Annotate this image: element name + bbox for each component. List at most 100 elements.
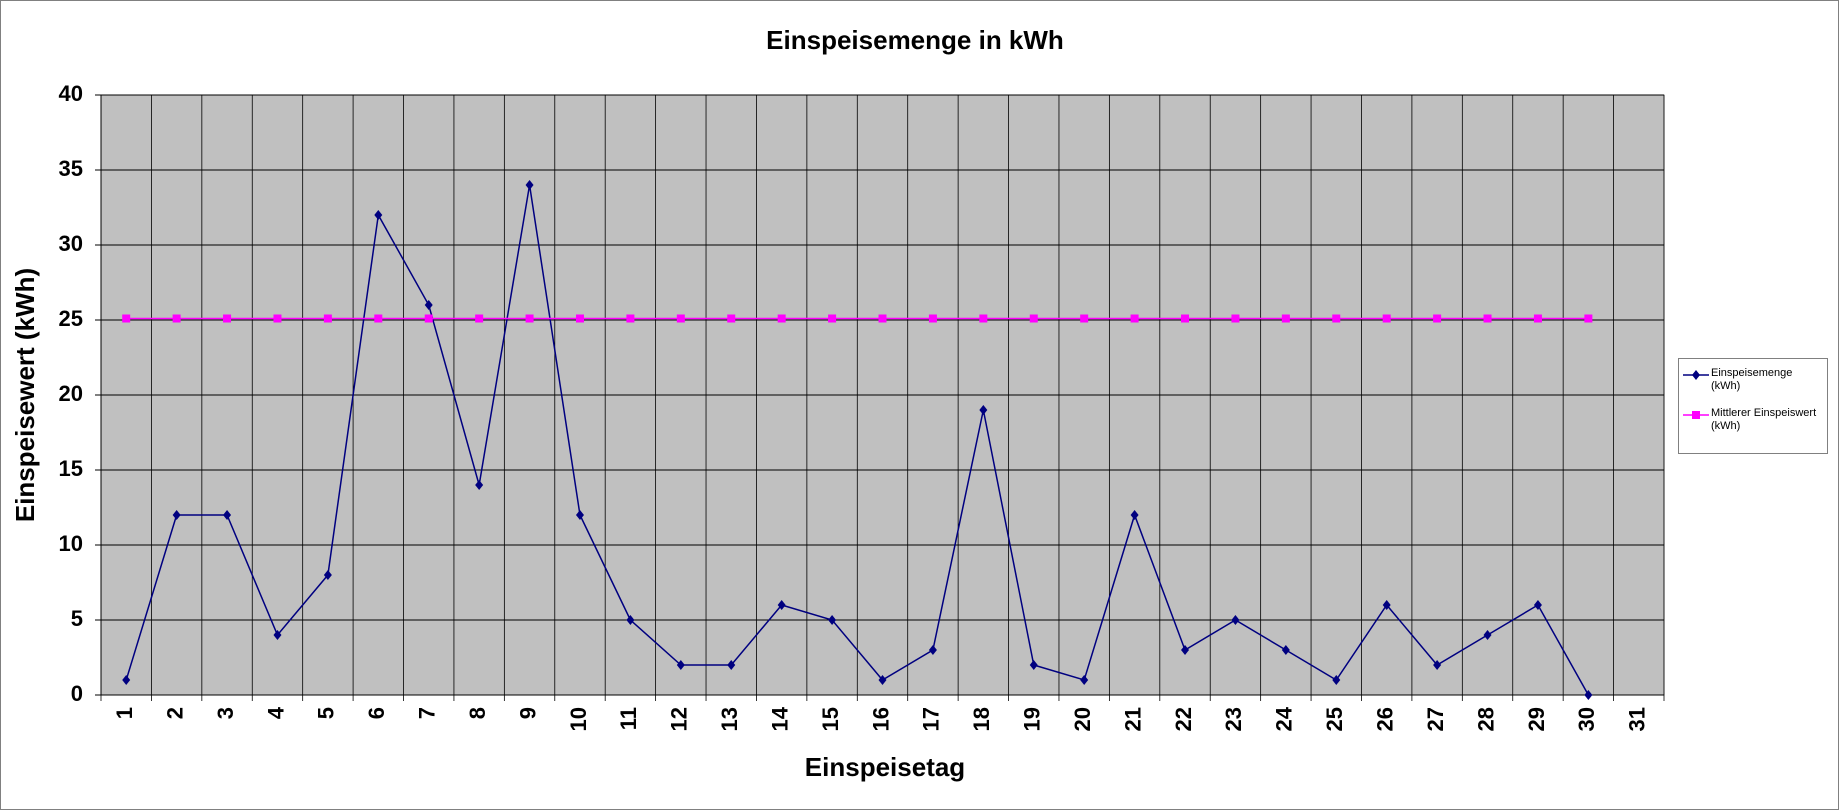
x-tick-label: 3: [213, 707, 238, 719]
x-tick-label: 15: [818, 707, 843, 731]
data-point: [374, 210, 383, 220]
data-point: [475, 314, 484, 323]
x-tick-label: 2: [162, 707, 187, 719]
data-point: [1130, 510, 1139, 520]
x-tick-label: 10: [566, 707, 591, 731]
y-tick-label: 30: [59, 231, 83, 256]
data-point: [828, 314, 837, 323]
data-point: [1130, 314, 1139, 323]
data-point: [1382, 314, 1391, 323]
legend-swatch: [1683, 370, 1709, 380]
data-point: [1080, 314, 1089, 323]
data-point: [1332, 675, 1341, 685]
data-point: [1433, 660, 1442, 670]
x-tick-label: 19: [1020, 707, 1045, 731]
data-point: [1483, 314, 1492, 323]
y-tick-label: 35: [59, 156, 83, 181]
x-tick-label: 25: [1322, 707, 1347, 731]
x-tick-label: 7: [415, 707, 440, 719]
x-tick-label: 16: [868, 707, 893, 731]
data-point: [1231, 615, 1240, 625]
legend-label: Einspeisemenge (kWh): [1711, 367, 1793, 392]
x-tick-label: 29: [1524, 707, 1549, 731]
x-tick-label: 27: [1423, 707, 1448, 731]
data-point: [1281, 314, 1290, 323]
y-tick-label: 20: [59, 381, 83, 406]
x-tick-label: 18: [969, 707, 994, 731]
legend-swatch: [1683, 411, 1709, 419]
x-tick-label: 24: [1272, 706, 1297, 731]
data-point: [676, 314, 685, 323]
data-point: [475, 480, 484, 490]
data-point: [828, 615, 837, 625]
data-point: [777, 600, 786, 610]
y-tick-label: 10: [59, 531, 83, 556]
data-point: [223, 314, 232, 323]
y-tick-label: 0: [71, 681, 83, 706]
x-tick-label: 1: [112, 707, 137, 719]
data-point: [172, 314, 181, 323]
legend-marker: [1692, 411, 1700, 419]
legend-item: Mittlerer Einspeiswert (kWh): [1681, 407, 1825, 433]
data-point: [1231, 314, 1240, 323]
x-tick-label: 23: [1221, 707, 1246, 731]
legend-item: Einspeisemenge (kWh): [1681, 367, 1825, 393]
legend: Einspeisemenge (kWh) Mittlerer Einspeiswe…: [1678, 358, 1828, 454]
data-point: [928, 645, 937, 655]
x-tick-label: 11: [616, 707, 641, 730]
x-tick-label: 20: [1070, 707, 1095, 731]
series-line: [125, 184, 1590, 696]
data-point: [273, 630, 282, 640]
data-point: [1433, 314, 1442, 323]
data-point: [1382, 600, 1391, 610]
data-point: [424, 314, 433, 323]
y-axis-label: Einspeisewert (kWh): [10, 268, 40, 522]
x-tick-label: 8: [465, 707, 490, 719]
data-point: [122, 314, 131, 323]
data-point: [172, 510, 181, 520]
x-tick-label: 6: [364, 707, 389, 719]
data-point: [575, 510, 584, 520]
x-tick-label: 5: [314, 707, 339, 719]
data-point: [525, 314, 534, 323]
data-point: [1533, 314, 1542, 323]
y-tick-label: 40: [59, 81, 83, 106]
data-point: [928, 314, 937, 323]
x-tick-label: 9: [515, 707, 540, 719]
legend-marker: [1692, 370, 1700, 380]
data-point: [575, 314, 584, 323]
data-point: [727, 314, 736, 323]
y-tick-label: 5: [71, 606, 83, 631]
data-point: [1029, 660, 1038, 670]
x-tick-label: 14: [767, 706, 792, 731]
x-tick-label: 12: [667, 707, 692, 731]
legend-label: Mittlerer Einspeiswert (kWh): [1711, 407, 1817, 432]
data-point: [979, 405, 988, 415]
data-point: [1332, 314, 1341, 323]
data-point: [1584, 314, 1593, 323]
x-tick-label: 4: [263, 706, 288, 719]
data-point: [626, 615, 635, 625]
data-point: [1080, 675, 1089, 685]
data-point: [1181, 645, 1190, 655]
data-point: [323, 314, 332, 323]
x-tick-label: 17: [919, 707, 944, 731]
data-point: [273, 314, 282, 323]
chart-title: Einspeisemenge in kWh: [766, 25, 1064, 55]
data-point: [626, 314, 635, 323]
data-point: [1029, 314, 1038, 323]
y-tick-label: 15: [59, 456, 83, 481]
data-point: [1584, 690, 1593, 700]
data-point: [1483, 630, 1492, 640]
data-point: [122, 675, 131, 685]
x-axis-label: Einspeisetag: [805, 752, 965, 782]
x-tick-label: 28: [1473, 707, 1498, 731]
data-point: [727, 660, 736, 670]
x-tick-label: 26: [1373, 707, 1398, 731]
data-point: [979, 314, 988, 323]
data-point: [878, 675, 887, 685]
data-point: [1533, 600, 1542, 610]
x-tick-label: 21: [1120, 707, 1145, 731]
x-tick-label: 30: [1574, 707, 1599, 731]
